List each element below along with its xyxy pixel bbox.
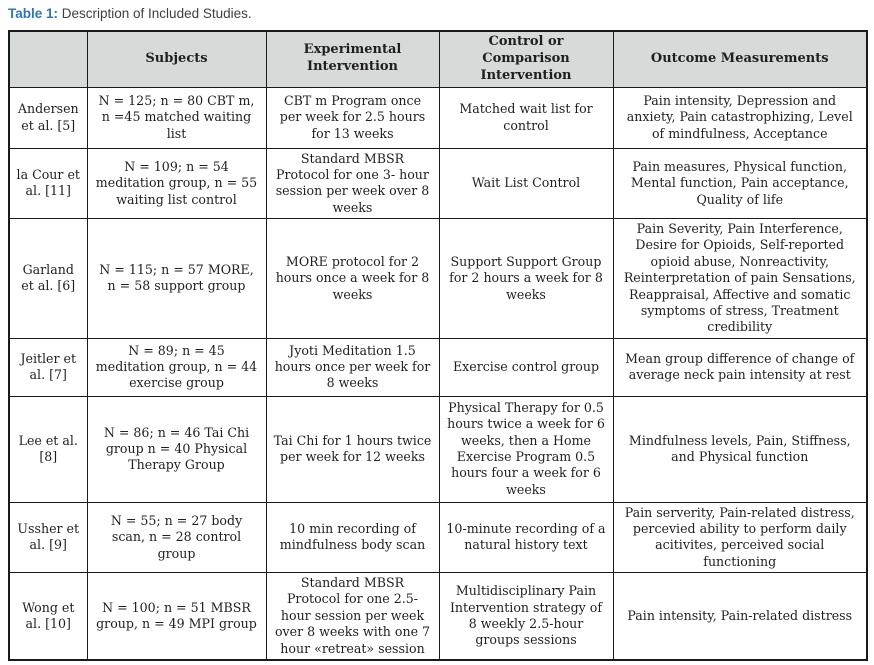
table-caption: Table 1: Description of Included Studies… [8, 6, 866, 21]
study-cell: Lee et al. [8] [8, 395, 88, 503]
experimental-cell: Tai Chi for 1 hours twice per week for 1… [265, 395, 440, 503]
header-control-intervention: Control or Comparison Intervention [438, 30, 614, 88]
study-cell: Ussher et al. [9] [8, 501, 88, 574]
header-study [8, 30, 88, 88]
subjects-cell: N = 100; n = 51 MBSR group, n = 49 MPI g… [86, 572, 267, 661]
study-cell: Andersen et al. [5] [8, 86, 88, 149]
studies-table: Subjects Experimental Intervention Contr… [8, 30, 868, 661]
outcome-cell: Mindfulness levels, Pain, Stiffness, and… [612, 395, 868, 503]
outcome-cell: Pain intensity, Depression and anxiety, … [612, 86, 868, 149]
subjects-cell: N = 86; n = 46 Tai Chi group n = 40 Phys… [86, 395, 267, 503]
experimental-cell: Standard MBSR Protocol for one 2.5- hour… [265, 572, 440, 661]
experimental-cell: CBT m Program once per week for 2.5 hour… [265, 86, 440, 149]
header-outcome-measurements: Outcome Measurements [612, 30, 868, 88]
control-cell: Matched wait list for control [438, 86, 614, 149]
header-subjects: Subjects [86, 30, 267, 88]
subjects-cell: N = 109; n = 54 meditation group, n = 55… [86, 147, 267, 220]
experimental-cell: MORE protocol for 2 hours once a week fo… [265, 218, 440, 339]
table-caption-text: Description of Included Studies. [58, 6, 252, 21]
study-cell: Wong et al. [10] [8, 572, 88, 661]
table-row: la Cour et al. [11] N = 109; n = 54 medi… [8, 147, 868, 220]
control-cell: Support Support Group for 2 hours a week… [438, 218, 614, 339]
outcome-cell: Pain intensity, Pain-related distress [612, 572, 868, 661]
subjects-cell: N = 115; n = 57 MORE, n = 58 support gro… [86, 218, 267, 339]
outcome-cell: Pain serverity, Pain-related distress, p… [612, 501, 868, 574]
study-cell: Garland et al. [6] [8, 218, 88, 339]
control-cell: Physical Therapy for 0.5 hours twice a w… [438, 395, 614, 503]
table-row: Jeitler et al. [7] N = 89; n = 45 medita… [8, 337, 868, 397]
control-cell: Multidisciplinary Pain Intervention stra… [438, 572, 614, 661]
header-experimental-intervention: Experimental Intervention [265, 30, 440, 88]
study-cell: Jeitler et al. [7] [8, 337, 88, 397]
table-row: Lee et al. [8] N = 86; n = 46 Tai Chi gr… [8, 395, 868, 503]
experimental-cell: Jyoti Meditation 1.5 hours once per week… [265, 337, 440, 397]
subjects-cell: N = 89; n = 45 meditation group, n = 44 … [86, 337, 267, 397]
control-cell: Exercise control group [438, 337, 614, 397]
header-row: Subjects Experimental Intervention Contr… [8, 30, 868, 88]
subjects-cell: N = 125; n = 80 CBT m, n =45 matched wai… [86, 86, 267, 149]
table-caption-label: Table 1: [8, 6, 59, 21]
table-row: Wong et al. [10] N = 100; n = 51 MBSR gr… [8, 572, 868, 661]
experimental-cell: 10 min recording of mindfulness body sca… [265, 501, 440, 574]
outcome-cell: Pain measures, Physical function, Mental… [612, 147, 868, 220]
table-row: Ussher et al. [9] N = 55; n = 27 body sc… [8, 501, 868, 574]
table-row: Garland et al. [6] N = 115; n = 57 MORE,… [8, 218, 868, 339]
outcome-cell: Mean group difference of change of avera… [612, 337, 868, 397]
table-row: Andersen et al. [5] N = 125; n = 80 CBT … [8, 86, 868, 149]
subjects-cell: N = 55; n = 27 body scan, n = 28 control… [86, 501, 267, 574]
outcome-cell: Pain Severity, Pain Interference, Desire… [612, 218, 868, 339]
experimental-cell: Standard MBSR Protocol for one 3- hour s… [265, 147, 440, 220]
study-cell: la Cour et al. [11] [8, 147, 88, 220]
control-cell: Wait List Control [438, 147, 614, 220]
control-cell: 10-minute recording of a natural history… [438, 501, 614, 574]
